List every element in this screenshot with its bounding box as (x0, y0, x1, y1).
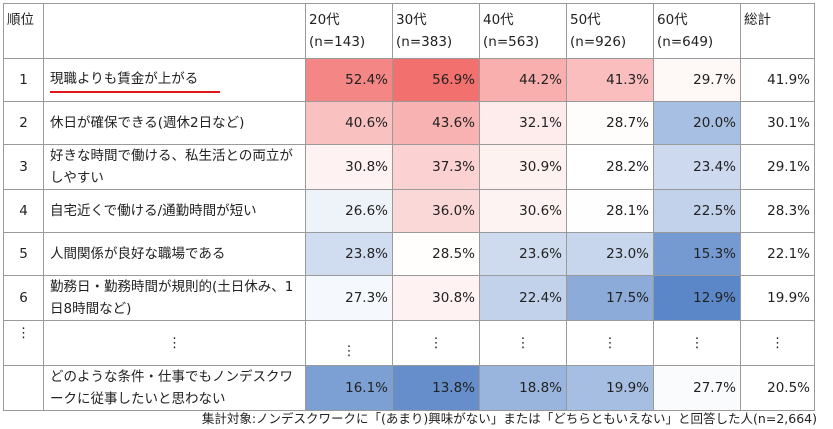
col-header-50s: 50代 (n=926) (566, 3, 654, 59)
ellipsis-cell: ⋮ (43, 320, 306, 366)
value-cell: 56.9% (392, 58, 480, 102)
col-n: (n=383) (396, 34, 453, 50)
value-cell: 52.4% (305, 58, 393, 102)
col-age: 20代 (309, 12, 340, 28)
table-row: 1 現職よりも賃金が上がる 52.4% 56.9% 44.2% 41.3% 29… (3, 58, 815, 102)
value-cell: 23.0% (566, 232, 654, 276)
table-row-last: どのような条件・仕事でもノンデスクワークに従事したいと思わない 16.1% 13… (3, 365, 815, 411)
value-cell: 23.8% (305, 232, 393, 276)
rank-cell: 1 (3, 58, 44, 102)
value-cell: 36.0% (392, 189, 480, 233)
footnote: 集計対象:ノンデスクワークに「(あまり)興味がない」または「どちらともいえない」… (201, 411, 817, 426)
highlighted-item: 現職よりも賃金が上がる (50, 68, 220, 93)
value-cell: 22.4% (479, 275, 567, 321)
col-age: 50代 (570, 12, 601, 28)
col-header-30s: 30代 (n=383) (392, 3, 480, 59)
value-cell: 18.8% (479, 365, 567, 411)
total-cell: 30.1% (740, 101, 815, 145)
table-row: 2 休日が確保できる(週休2日など) 40.6% 43.6% 32.1% 28.… (3, 101, 815, 145)
value-cell: 30.8% (392, 275, 480, 321)
ellipsis-cell: ⋮ (392, 320, 480, 366)
rank-header: 順位 (3, 3, 44, 59)
value-cell: 37.3% (392, 144, 480, 190)
value-cell: 28.7% (566, 101, 654, 145)
value-cell: 32.1% (479, 101, 567, 145)
value-cell: 27.7% (653, 365, 741, 411)
value-cell: 30.9% (479, 144, 567, 190)
col-n: (n=649) (657, 34, 714, 50)
value-cell: 27.3% (305, 275, 393, 321)
col-age: 40代 (483, 12, 514, 28)
col-age: 60代 (657, 12, 688, 28)
table-row: 3 好きな時間で働ける、私生活との両立がしやすい 30.8% 37.3% 30.… (3, 144, 815, 190)
rank-cell: 3 (3, 144, 44, 190)
value-cell: 41.3% (566, 58, 654, 102)
table-row: 4 自宅近くで働ける/通勤時間が短い 26.6% 36.0% 30.6% 28.… (3, 189, 815, 233)
item-header (43, 3, 306, 59)
col-n: (n=563) (483, 34, 540, 50)
value-cell: 28.1% (566, 189, 654, 233)
rank-cell: 4 (3, 189, 44, 233)
item-cell: どのような条件・仕事でもノンデスクワークに従事したいと思わない (43, 365, 306, 411)
total-cell: 20.5% (740, 365, 815, 411)
table-row: 6 勤務日・勤務時間が規則的(土日休み、1日8時間など) 27.3% 30.8%… (3, 275, 815, 321)
total-cell: 29.1% (740, 144, 815, 190)
item-cell: 人間関係が良好な職場である (43, 232, 306, 276)
ellipsis-cell: ⋮ (305, 320, 393, 366)
value-cell: 22.5% (653, 189, 741, 233)
rank-cell (3, 365, 44, 411)
item-label: 現職よりも賃金が上がる (50, 70, 199, 87)
rank-cell: 5 (3, 232, 44, 276)
col-n: (n=926) (570, 34, 627, 50)
value-cell: 20.0% (653, 101, 741, 145)
col-header-40s: 40代 (n=563) (479, 3, 567, 59)
ellipsis-row: ⋮ ⋮ ⋮ ⋮ ⋮ ⋮ ⋮ ⋮ (3, 320, 815, 366)
col-header-20s: 20代 (n=143) (305, 3, 393, 59)
item-cell: 自宅近くで働ける/通勤時間が短い (43, 189, 306, 233)
ellipsis-cell: ⋮ (479, 320, 567, 366)
value-cell: 26.6% (305, 189, 393, 233)
value-cell: 29.7% (653, 58, 741, 102)
ellipsis-cell: ⋮ (740, 320, 815, 366)
value-cell: 30.8% (305, 144, 393, 190)
ellipsis-cell: ⋮ (566, 320, 654, 366)
total-cell: 19.9% (740, 275, 815, 321)
ellipsis-cell: ⋮ (3, 320, 44, 366)
value-cell: 43.6% (392, 101, 480, 145)
col-age: 30代 (396, 12, 427, 28)
value-cell: 44.2% (479, 58, 567, 102)
value-cell: 19.9% (566, 365, 654, 411)
header-row: 順位 20代 (n=143) 30代 (n=383) 40代 (n=563) 50代 (… (3, 3, 815, 59)
total-cell: 22.1% (740, 232, 815, 276)
value-cell: 13.8% (392, 365, 480, 411)
value-cell: 23.4% (653, 144, 741, 190)
table-row: 5 人間関係が良好な職場である 23.8% 28.5% 23.6% 23.0% … (3, 232, 815, 276)
value-cell: 15.3% (653, 232, 741, 276)
value-cell: 16.1% (305, 365, 393, 411)
total-header: 総計 (740, 3, 815, 59)
rank-cell: 6 (3, 275, 44, 321)
col-header-60s: 60代 (n=649) (653, 3, 741, 59)
value-cell: 28.5% (392, 232, 480, 276)
item-cell: 勤務日・勤務時間が規則的(土日休み、1日8時間など) (43, 275, 306, 321)
value-cell: 23.6% (479, 232, 567, 276)
item-cell: 好きな時間で働ける、私生活との両立がしやすい (43, 144, 306, 190)
rank-cell: 2 (3, 101, 44, 145)
heatmap-table: 順位 20代 (n=143) 30代 (n=383) 40代 (n=563) 50代 (… (3, 3, 815, 411)
value-cell: 17.5% (566, 275, 654, 321)
total-cell: 41.9% (740, 58, 815, 102)
value-cell: 12.9% (653, 275, 741, 321)
item-cell: 現職よりも賃金が上がる (43, 58, 306, 102)
item-cell: 休日が確保できる(週休2日など) (43, 101, 306, 145)
value-cell: 40.6% (305, 101, 393, 145)
red-underline (50, 90, 220, 93)
ellipsis-cell: ⋮ (653, 320, 741, 366)
total-cell: 28.3% (740, 189, 815, 233)
value-cell: 28.2% (566, 144, 654, 190)
value-cell: 30.6% (479, 189, 567, 233)
col-n: (n=143) (309, 34, 366, 50)
